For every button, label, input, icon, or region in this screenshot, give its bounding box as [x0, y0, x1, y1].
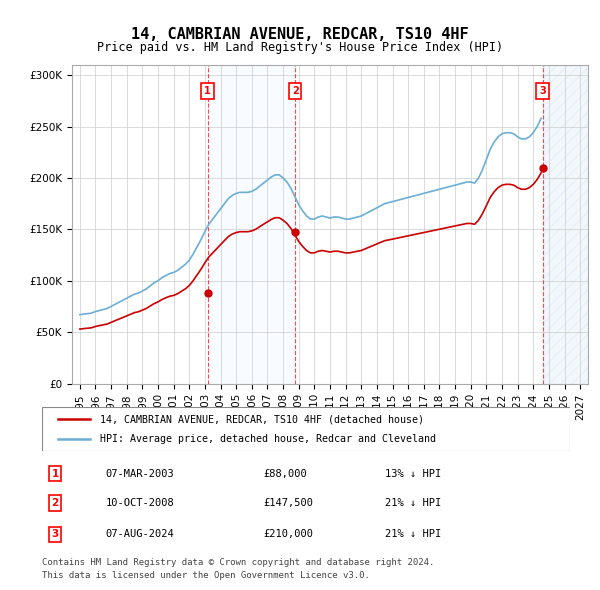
Text: 1: 1	[52, 469, 59, 478]
Text: £147,500: £147,500	[264, 498, 314, 508]
Text: HPI: Average price, detached house, Redcar and Cleveland: HPI: Average price, detached house, Redc…	[100, 434, 436, 444]
Text: 07-MAR-2003: 07-MAR-2003	[106, 469, 174, 478]
Text: 21% ↓ HPI: 21% ↓ HPI	[385, 529, 442, 539]
Text: 07-AUG-2024: 07-AUG-2024	[106, 529, 174, 539]
Text: This data is licensed under the Open Government Licence v3.0.: This data is licensed under the Open Gov…	[42, 571, 370, 580]
FancyBboxPatch shape	[42, 407, 570, 451]
Text: 3: 3	[52, 529, 59, 539]
Bar	[542, 65, 588, 384]
Text: £210,000: £210,000	[264, 529, 314, 539]
Text: £88,000: £88,000	[264, 469, 308, 478]
Text: 2: 2	[52, 498, 59, 508]
Bar	[208, 65, 295, 384]
Text: 10-OCT-2008: 10-OCT-2008	[106, 498, 174, 508]
Text: Price paid vs. HM Land Registry's House Price Index (HPI): Price paid vs. HM Land Registry's House …	[97, 41, 503, 54]
Text: 2: 2	[292, 86, 299, 96]
Text: 14, CAMBRIAN AVENUE, REDCAR, TS10 4HF (detached house): 14, CAMBRIAN AVENUE, REDCAR, TS10 4HF (d…	[100, 415, 424, 424]
Text: 21% ↓ HPI: 21% ↓ HPI	[385, 498, 442, 508]
Text: 14, CAMBRIAN AVENUE, REDCAR, TS10 4HF: 14, CAMBRIAN AVENUE, REDCAR, TS10 4HF	[131, 27, 469, 41]
Text: 1: 1	[205, 86, 211, 96]
Text: 13% ↓ HPI: 13% ↓ HPI	[385, 469, 442, 478]
Text: 3: 3	[539, 86, 546, 96]
Text: Contains HM Land Registry data © Crown copyright and database right 2024.: Contains HM Land Registry data © Crown c…	[42, 558, 434, 566]
